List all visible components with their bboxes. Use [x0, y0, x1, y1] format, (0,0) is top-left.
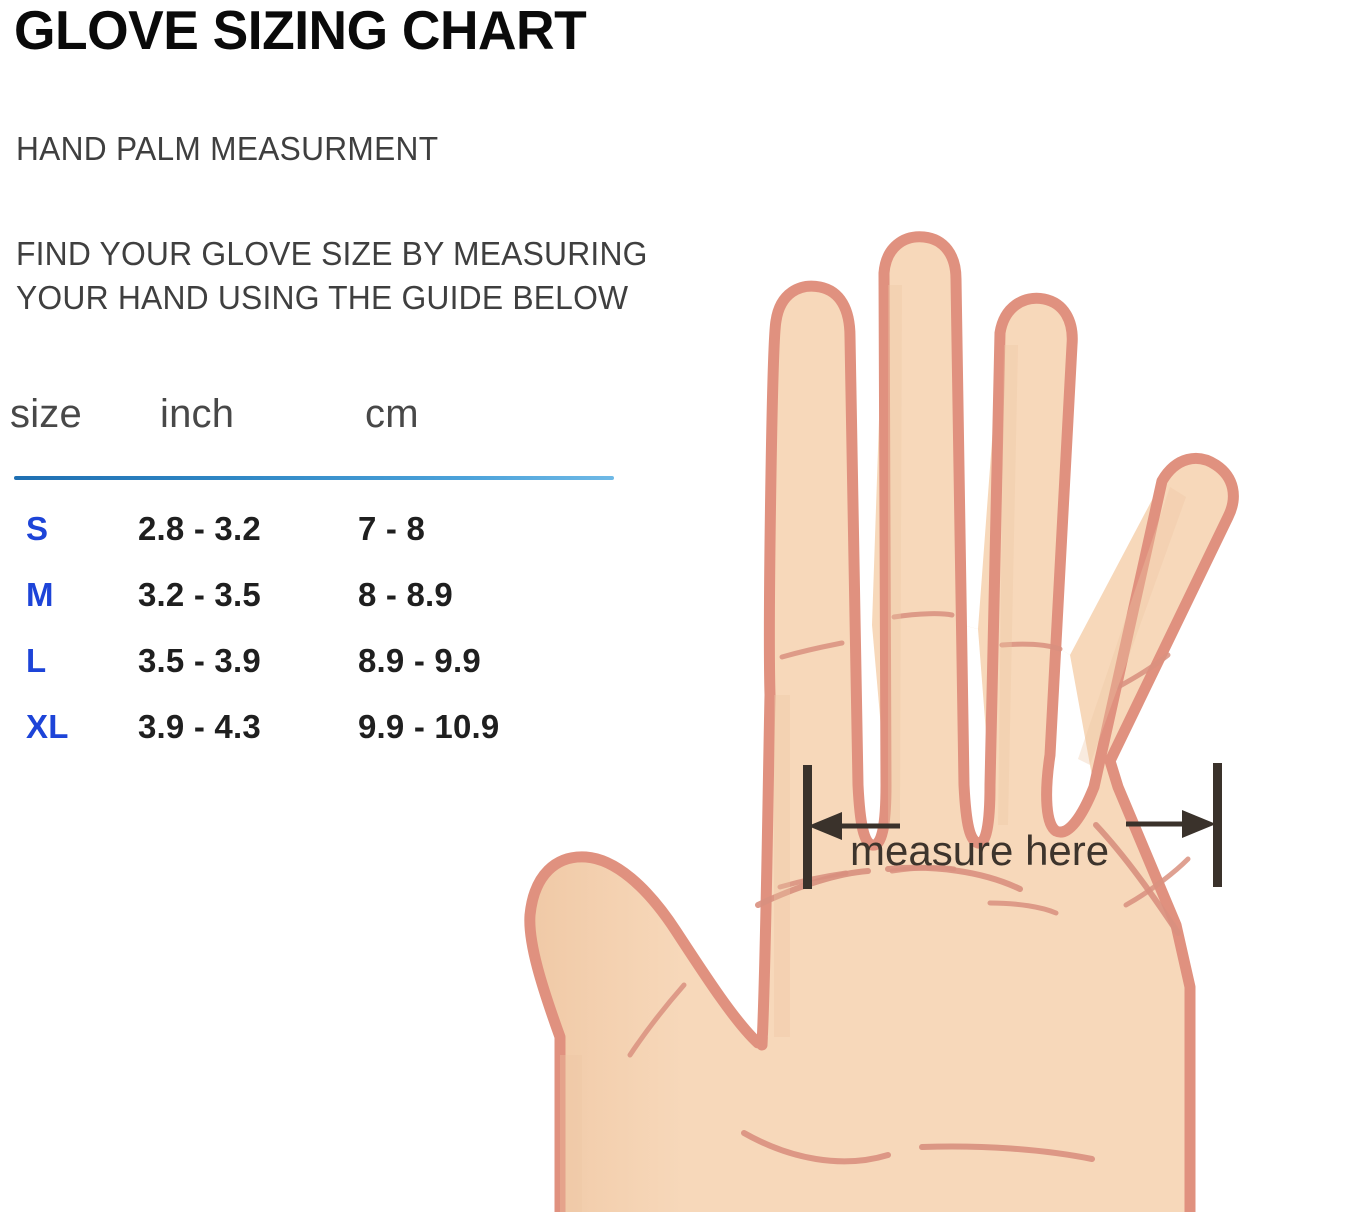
hand-illustration: measure here: [490, 225, 1356, 1212]
text-column: GLOVE SIZING CHART HAND PALM MEASURMENT …: [0, 0, 780, 780]
cell-cm-xl: 9.9 - 10.9: [358, 708, 500, 745]
thumb-crease: [627, 982, 687, 1058]
hand-diagram-icon: [524, 231, 1239, 1212]
instruction-line-2: YOUR HAND USING THE GUIDE BELOW: [16, 278, 629, 316]
knuckle-creases: [777, 611, 1191, 916]
measure-annotation: [803, 763, 1222, 889]
palm-creases: [741, 822, 1181, 1165]
subtitle: HAND PALM MEASURMENT: [16, 130, 439, 167]
cell-cm-m: 8 - 8.9: [358, 576, 453, 613]
cell-cm-l: 8.9 - 9.9: [358, 642, 481, 679]
cell-inch-m: 3.2 - 3.5: [138, 576, 261, 613]
table-divider-rule: [14, 476, 614, 480]
hand-shading: [560, 285, 1186, 1212]
cell-size-l: L: [26, 642, 47, 679]
measure-tick-right: [1213, 763, 1222, 887]
cell-size-xl: XL: [26, 708, 69, 745]
measure-arrow-left-head: [808, 812, 842, 840]
cell-inch-l: 3.5 - 3.9: [138, 642, 261, 679]
measure-arrow-right-head: [1182, 810, 1216, 838]
column-header-cm: cm: [365, 392, 419, 436]
instruction-line-1: FIND YOUR GLOVE SIZE BY MEASURING: [16, 235, 648, 272]
measure-here-label: measure here: [850, 827, 1110, 874]
cell-inch-xl: 3.9 - 4.3: [138, 708, 261, 745]
measure-tick-left: [803, 765, 812, 889]
column-header-size: size: [10, 392, 82, 436]
cell-cm-s: 7 - 8: [358, 510, 426, 547]
column-header-inch: inch: [160, 392, 235, 436]
cell-inch-s: 2.8 - 3.2: [138, 510, 261, 547]
cell-size-s: S: [26, 510, 49, 547]
hand-outline: [524, 231, 1239, 1212]
cell-size-m: M: [26, 576, 54, 613]
instruction-text: FIND YOUR GLOVE SIZE BY MEASURING YOUR H…: [16, 232, 749, 319]
page-title: GLOVE SIZING CHART: [14, 0, 587, 61]
